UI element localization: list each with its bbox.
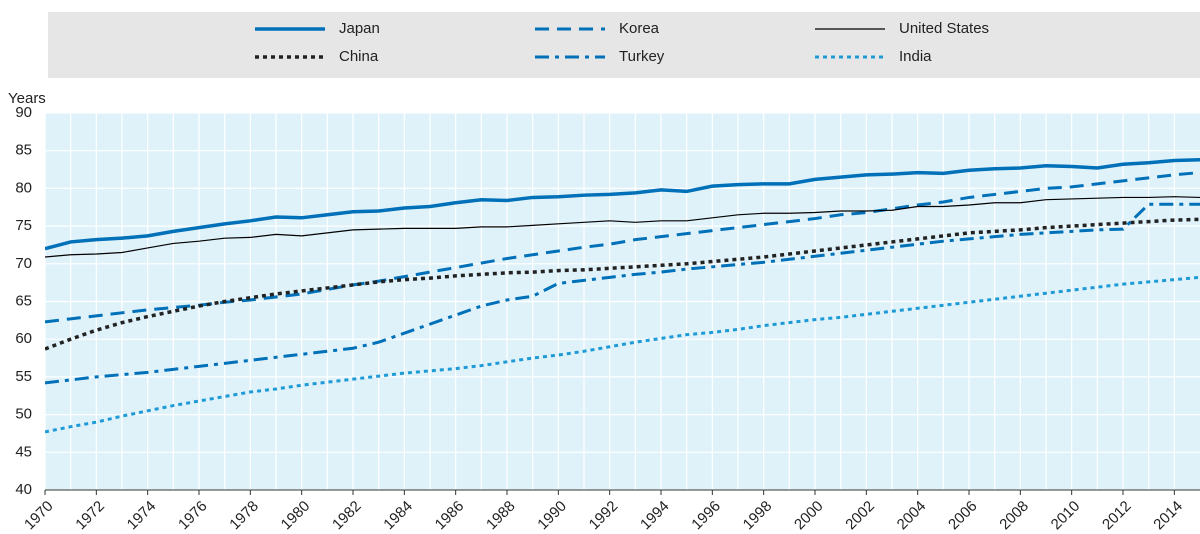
- x-tick-label: 2012: [1099, 498, 1135, 534]
- x-tick-label: 1982: [329, 498, 365, 534]
- x-tick-label: 2004: [894, 498, 930, 534]
- y-tick-label: 60: [15, 330, 32, 347]
- x-tick-label: 1984: [380, 498, 416, 534]
- legend-label: Korea: [619, 20, 660, 37]
- series-line: [45, 157, 1200, 251]
- y-tick-label: 70: [15, 255, 32, 272]
- series-line: [45, 275, 1200, 434]
- x-tick-label: 1970: [21, 498, 57, 534]
- x-tick-label: 1978: [226, 498, 262, 534]
- legend-label: China: [339, 48, 379, 65]
- x-tick-label: 2000: [791, 498, 827, 534]
- y-axis-label: Years: [8, 90, 46, 107]
- y-tick-label: 40: [15, 481, 32, 498]
- x-tick-label: 1976: [175, 498, 211, 534]
- x-tick-label: 1980: [278, 498, 314, 534]
- x-tick-label: 1996: [688, 498, 724, 534]
- legend-label: India: [899, 48, 932, 65]
- legend-label: United States: [899, 20, 989, 37]
- y-tick-label: 65: [15, 292, 32, 309]
- x-tick-label: 2014: [1150, 498, 1186, 534]
- x-tick-label: 1998: [740, 498, 776, 534]
- x-tick-label: 1992: [586, 498, 622, 534]
- series-line: [45, 171, 1200, 324]
- y-tick-label: 45: [15, 443, 32, 460]
- y-tick-label: 55: [15, 368, 32, 385]
- legend-box: [48, 12, 1200, 78]
- x-tick-label: 2006: [945, 498, 981, 534]
- x-tick-label: 2010: [1048, 498, 1084, 534]
- y-tick-label: 85: [15, 142, 32, 159]
- x-tick-label: 2002: [842, 498, 878, 534]
- x-tick-label: 1974: [124, 498, 160, 534]
- legend-label: Turkey: [619, 48, 665, 65]
- series-line: [45, 196, 1200, 258]
- x-tick-label: 2008: [996, 498, 1032, 534]
- x-tick-label: 1972: [72, 498, 108, 534]
- x-tick-label: 1994: [637, 498, 673, 534]
- x-tick-label: 1990: [534, 498, 570, 534]
- series-line: [45, 202, 1200, 385]
- y-tick-label: 50: [15, 406, 32, 423]
- y-tick-label: 80: [15, 179, 32, 196]
- series-line: [45, 217, 1200, 351]
- legend-label: Japan: [339, 20, 380, 37]
- x-tick-label: 1986: [432, 498, 468, 534]
- y-tick-label: 75: [15, 217, 32, 234]
- x-tick-label: 1988: [483, 498, 519, 534]
- y-tick-label: 90: [15, 104, 32, 121]
